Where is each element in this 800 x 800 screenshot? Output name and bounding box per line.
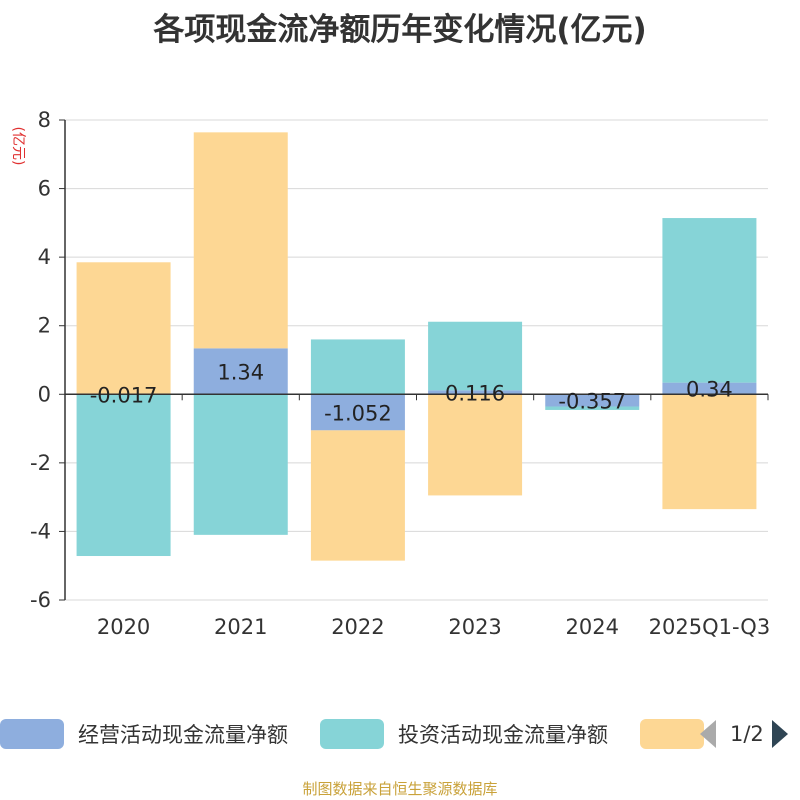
x-tick-label: 2023	[448, 615, 501, 639]
bar-operating	[545, 394, 640, 407]
bar-investing	[76, 394, 171, 557]
bar-investing	[193, 394, 288, 535]
legend-label-investing: 投资活动现金流量净额	[398, 723, 608, 747]
bar-financing	[76, 262, 171, 395]
bar-investing	[662, 218, 757, 383]
data-label: 1.34	[217, 360, 264, 384]
chart-title: 各项现金流净额历年变化情况(亿元)	[153, 12, 647, 48]
y-axis-unit: (亿元)	[10, 127, 26, 166]
source-note: 制图数据来自恒生聚源数据库	[302, 780, 498, 798]
bar-operating	[310, 394, 405, 431]
x-tick-label: 2020	[97, 615, 150, 639]
legend-item-investing[interactable]: 投资活动现金流量净额	[320, 716, 608, 752]
bar-operating	[428, 390, 523, 395]
bar-operating	[662, 382, 757, 395]
x-tick-label: 2025Q1-Q3	[649, 615, 771, 639]
data-label: 0.116	[445, 381, 505, 405]
legend-swatch-financing	[640, 719, 704, 749]
bar-financing	[662, 394, 757, 510]
y-tick-label: -4	[30, 519, 51, 543]
bar-financing	[193, 132, 288, 349]
y-tick-label: 2	[38, 314, 51, 338]
y-tick-label: 8	[38, 108, 51, 132]
data-label: -1.052	[324, 401, 392, 425]
bar-operating	[193, 348, 288, 395]
bar-financing	[428, 394, 523, 496]
legend-swatch-investing	[320, 719, 384, 749]
x-tick-label: 2024	[566, 615, 619, 639]
chevron-left-icon[interactable]	[700, 720, 716, 748]
x-tick-label: 2022	[331, 615, 384, 639]
bar-investing	[428, 321, 523, 391]
legend-swatch-operating	[0, 719, 64, 749]
legend-page-indicator: 1/2	[730, 722, 764, 746]
legend-label-operating: 经营活动现金流量净额	[78, 723, 288, 747]
bar-financing	[310, 430, 405, 561]
bar-investing	[545, 406, 640, 410]
legend: 经营活动现金流量净额 投资活动现金流量净额	[0, 716, 800, 752]
bar-investing	[310, 339, 405, 395]
x-tick-label: 2021	[214, 615, 267, 639]
data-label: 0.34	[686, 377, 733, 401]
data-label: -0.017	[90, 384, 158, 408]
y-tick-label: -6	[30, 588, 51, 612]
legend-item-financing[interactable]	[640, 716, 704, 752]
data-label: -0.357	[558, 389, 626, 413]
y-tick-label: 6	[38, 177, 51, 201]
legend-item-operating[interactable]: 经营活动现金流量净额	[0, 716, 288, 752]
y-tick-label: 4	[38, 245, 51, 269]
chevron-right-icon[interactable]	[771, 720, 788, 748]
y-tick-label: -2	[30, 451, 51, 475]
legend-pager: 1/2	[700, 716, 788, 752]
y-tick-label: 0	[38, 382, 51, 406]
